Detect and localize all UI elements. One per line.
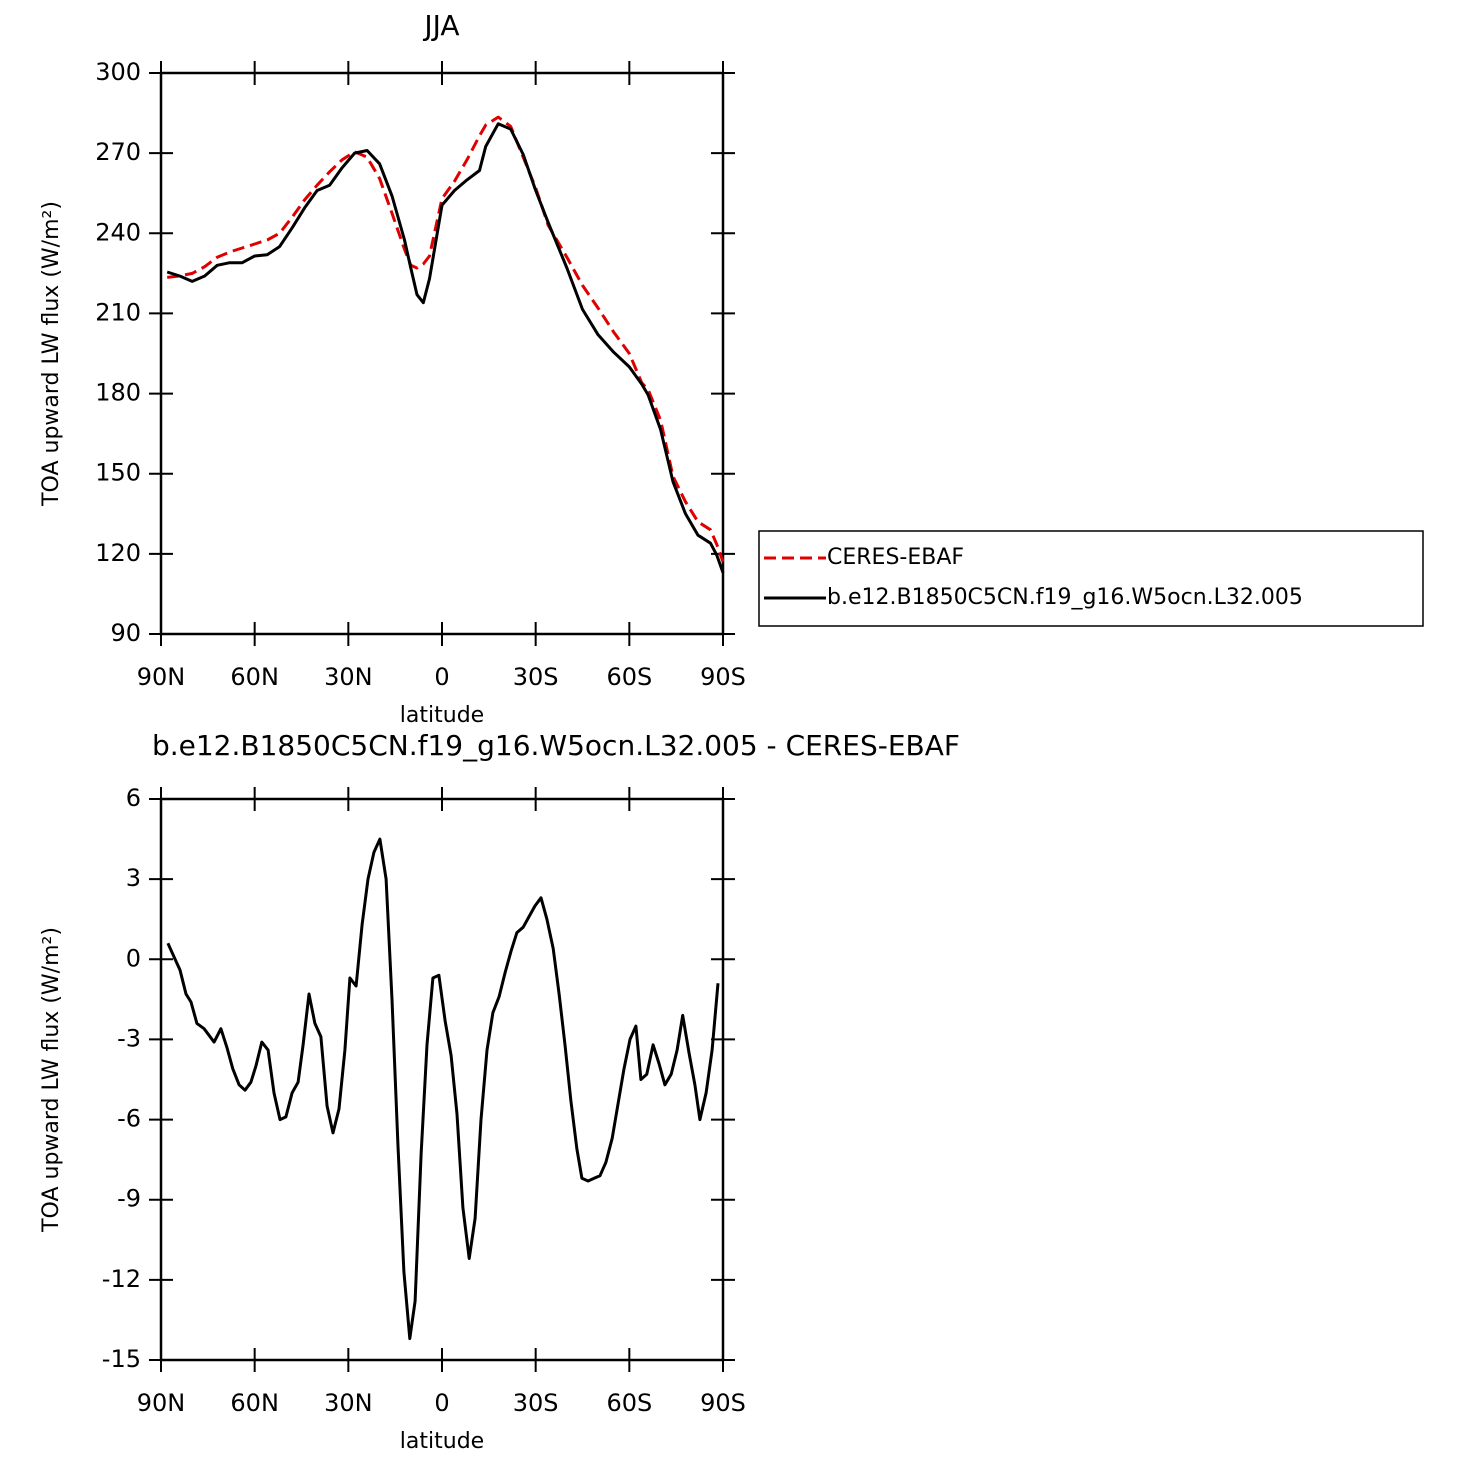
legend-label: b.e12.B1850C5CN.f19_g16.W5ocn.L32.005 bbox=[827, 585, 1303, 610]
plot-frame bbox=[159, 797, 725, 1362]
x-tick-label: 90N bbox=[137, 1389, 186, 1417]
x-tick-label: 30S bbox=[513, 1389, 559, 1417]
y-tick-label: 6 bbox=[126, 784, 141, 812]
y-tick-label: 150 bbox=[95, 459, 141, 487]
y-tick-label: 3 bbox=[126, 864, 141, 892]
y-tick-label: 210 bbox=[95, 298, 141, 326]
y-tick-label: 90 bbox=[110, 619, 141, 647]
chart-title: b.e12.B1850C5CN.f19_g16.W5ocn.L32.005 - … bbox=[152, 729, 960, 762]
y-tick-label: -9 bbox=[117, 1185, 141, 1213]
y-tick-label: 270 bbox=[95, 138, 141, 166]
x-tick-label: 60S bbox=[606, 663, 652, 691]
x-tick-label: 30S bbox=[513, 663, 559, 691]
y-tick-label: 180 bbox=[95, 379, 141, 407]
y-axis-label: TOA upward LW flux (W/m²) bbox=[39, 201, 64, 507]
x-tick-label: 60N bbox=[230, 663, 279, 691]
x-tick-label: 60S bbox=[606, 1389, 652, 1417]
y-tick-label: 0 bbox=[126, 944, 141, 972]
y-axis-label: TOA upward LW flux (W/m²) bbox=[39, 927, 64, 1233]
data-line bbox=[166, 837, 720, 1341]
x-tick-label: 30N bbox=[324, 1389, 373, 1417]
x-tick-label: 30N bbox=[324, 663, 373, 691]
data-line bbox=[167, 115, 725, 563]
x-axis-label: latitude bbox=[400, 703, 484, 728]
legend-box bbox=[758, 530, 1424, 627]
y-tick-label: -3 bbox=[117, 1024, 141, 1052]
x-tick-label: 90N bbox=[137, 663, 186, 691]
x-tick-label: 0 bbox=[434, 1389, 449, 1417]
x-axis-label: latitude bbox=[400, 1429, 484, 1454]
y-tick-label: -15 bbox=[102, 1345, 141, 1373]
y-tick-label: 300 bbox=[95, 58, 141, 86]
y-tick-label: -6 bbox=[117, 1105, 141, 1133]
y-tick-label: 120 bbox=[95, 539, 141, 567]
x-tick-label: 0 bbox=[434, 663, 449, 691]
legend-label: CERES-EBAF bbox=[827, 545, 964, 570]
y-tick-label: -12 bbox=[102, 1265, 141, 1293]
plot-frame bbox=[159, 71, 725, 636]
data-line bbox=[166, 122, 725, 574]
x-tick-label: 90S bbox=[700, 663, 746, 691]
chart-title: JJA bbox=[422, 9, 459, 42]
x-tick-label: 60N bbox=[230, 1389, 279, 1417]
y-tick-label: 240 bbox=[95, 218, 141, 246]
x-tick-label: 90S bbox=[700, 1389, 746, 1417]
